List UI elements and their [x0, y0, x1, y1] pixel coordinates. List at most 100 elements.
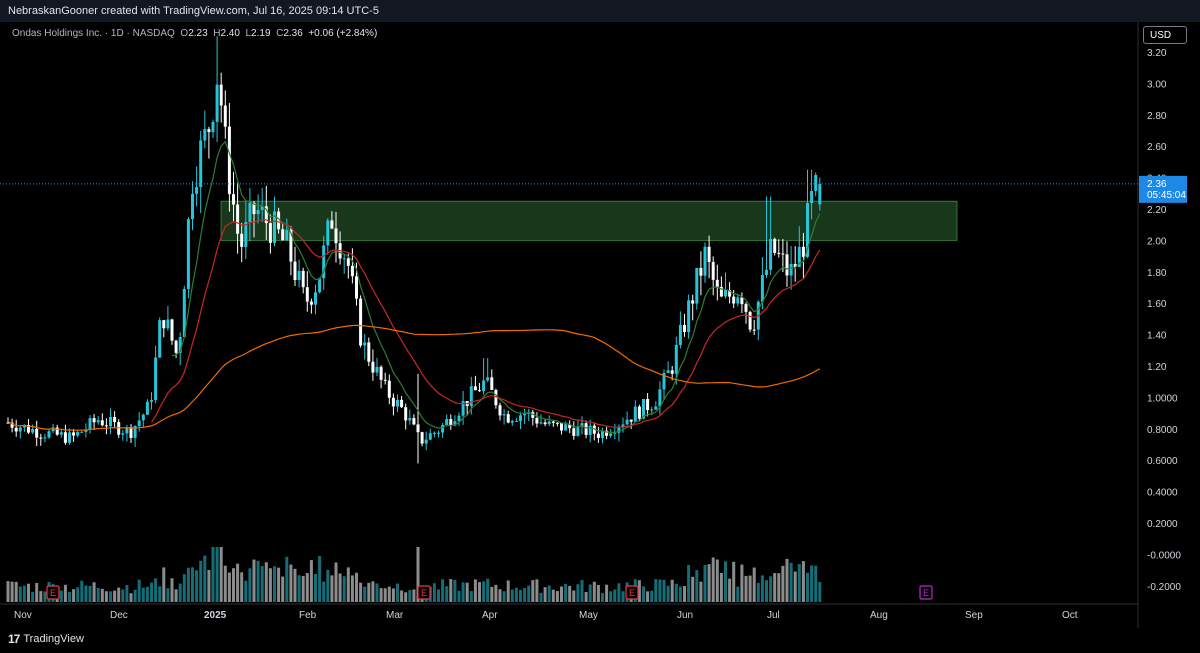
candle-body	[535, 417, 539, 424]
volume-bar	[547, 585, 551, 602]
candle-body	[117, 422, 121, 435]
volume-bar	[113, 590, 117, 602]
volume-bar	[674, 583, 678, 602]
volume-bar	[232, 568, 235, 602]
candle-body	[613, 432, 617, 434]
candle-body	[162, 320, 166, 329]
currency-button[interactable]: USD	[1143, 26, 1187, 44]
candle-body	[121, 433, 125, 435]
time-tick-label: Jun	[677, 610, 693, 621]
candle-body	[609, 433, 613, 436]
volume-bar	[609, 591, 613, 602]
candle-body	[584, 423, 588, 435]
volume-bar	[252, 559, 256, 602]
candle-body	[166, 319, 170, 329]
time-tick-label: Sep	[965, 610, 983, 621]
time-tick-label: Oct	[1062, 610, 1078, 621]
candle-body	[551, 421, 555, 423]
volume-bar	[568, 585, 572, 602]
candle-body	[765, 269, 768, 275]
candle-body	[543, 422, 547, 425]
candle-body	[642, 398, 645, 419]
candle-body	[572, 428, 576, 436]
candle-body	[699, 267, 703, 276]
candle-body	[248, 202, 252, 222]
volume-bar	[338, 573, 342, 602]
candle-body	[305, 287, 309, 302]
volume-bar	[387, 586, 391, 602]
volume-bar	[777, 573, 781, 602]
volume-bar	[314, 573, 317, 602]
candle-body	[797, 246, 801, 267]
time-tick-label: Mar	[386, 610, 404, 621]
volume-bar	[334, 562, 338, 602]
candle-body	[92, 418, 96, 423]
volume-bar	[92, 582, 96, 602]
candle-body	[182, 289, 186, 338]
volume-bar	[240, 572, 244, 602]
candle-body	[137, 420, 141, 427]
volume-bar	[658, 579, 662, 602]
candle-body	[301, 270, 305, 288]
candle-body	[387, 380, 391, 398]
volume-bar	[22, 585, 26, 602]
price-chart[interactable]: 3.20 3.00 2.80 2.60 2.40 2.20 2.00 1.80 1.60 1.40…	[0, 22, 1200, 628]
volume-bar	[650, 590, 654, 602]
candle-body	[617, 426, 621, 433]
volume-bar	[178, 583, 182, 602]
candle-body	[752, 329, 756, 331]
volume-bar	[211, 547, 215, 602]
candle-body	[547, 421, 551, 425]
volume-bar	[256, 560, 260, 602]
ema-fast-line	[171, 140, 821, 434]
volume-bar	[785, 558, 789, 602]
volume-bar	[318, 556, 322, 602]
candle-body	[539, 422, 543, 424]
candle-body	[719, 286, 723, 297]
volume-bar	[125, 584, 129, 602]
price-tick-label: 0.6000	[1147, 456, 1178, 467]
candle-body	[100, 420, 104, 426]
volume-bar	[654, 579, 658, 602]
volume-bar	[186, 567, 190, 602]
volume-bar	[810, 565, 814, 602]
volume-bar	[277, 567, 281, 602]
candle-body	[260, 206, 264, 210]
candle-body	[744, 304, 748, 312]
candle-body	[145, 401, 149, 415]
volume-bar	[355, 572, 358, 602]
price-tick-label: 1.80	[1147, 268, 1167, 279]
candle-body	[592, 425, 596, 434]
volume-bar	[555, 591, 559, 602]
volume-bar	[68, 591, 71, 602]
candle-body	[350, 265, 354, 277]
candle-body	[359, 298, 363, 346]
earnings-marker	[919, 585, 933, 600]
candle-body	[736, 297, 740, 304]
candle-body	[695, 267, 699, 304]
footer-bar: 17 TradingView	[0, 628, 1200, 653]
volume-bar	[818, 582, 822, 602]
candle-body	[469, 386, 473, 407]
candle-body	[314, 292, 317, 305]
candle-body	[195, 187, 199, 194]
candle-body	[416, 424, 420, 433]
tradingview-logo[interactable]: 17 TradingView	[8, 632, 84, 646]
volume-bar	[613, 589, 617, 602]
volume-bar	[748, 575, 752, 602]
candle-body	[88, 418, 92, 430]
candle-body	[236, 204, 240, 234]
candle-body	[141, 414, 145, 421]
volume-bar	[531, 580, 535, 602]
candle-body	[560, 422, 563, 431]
candle-body	[207, 129, 211, 133]
volume-bar	[740, 564, 744, 602]
candle-body	[498, 405, 502, 416]
candle-body	[10, 422, 14, 428]
candle-body	[383, 379, 387, 381]
volume-bar	[707, 564, 711, 602]
candle-body	[806, 203, 809, 257]
volume-bar	[244, 580, 248, 602]
volume-bar	[543, 587, 547, 602]
volume-bar	[35, 583, 39, 602]
